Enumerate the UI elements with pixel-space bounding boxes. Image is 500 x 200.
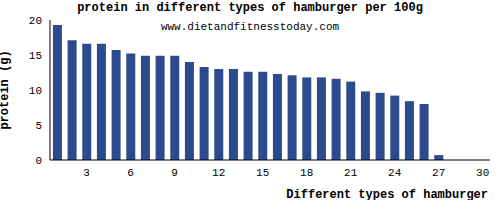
svg-text:6: 6 <box>127 167 134 179</box>
svg-text:10: 10 <box>29 85 42 97</box>
svg-text:15: 15 <box>29 50 42 62</box>
svg-text:27: 27 <box>432 167 445 179</box>
html-text:protein in different types of: protein in different types of hamburger … <box>77 1 423 15</box>
svg-text:15: 15 <box>256 167 269 179</box>
svg-text:30: 30 <box>476 167 489 179</box>
svg-text:3: 3 <box>83 167 90 179</box>
html-text:www.dietandfitnesstoday.com: www.dietandfitnesstoday.com <box>160 21 340 33</box>
svg-text:protein (g): protein (g) <box>8 50 12 129</box>
svg-text:5: 5 <box>35 120 42 132</box>
svg-text:20: 20 <box>29 15 42 27</box>
svg-text:Different types of hamburger: Different types of hamburger <box>286 188 488 200</box>
svg-text:0: 0 <box>35 155 42 167</box>
svg-text:18: 18 <box>300 167 313 179</box>
svg-text:21: 21 <box>344 167 358 179</box>
svg-text:24: 24 <box>388 167 402 179</box>
svg-text:12: 12 <box>212 167 225 179</box>
svg-text:9: 9 <box>171 167 178 179</box>
